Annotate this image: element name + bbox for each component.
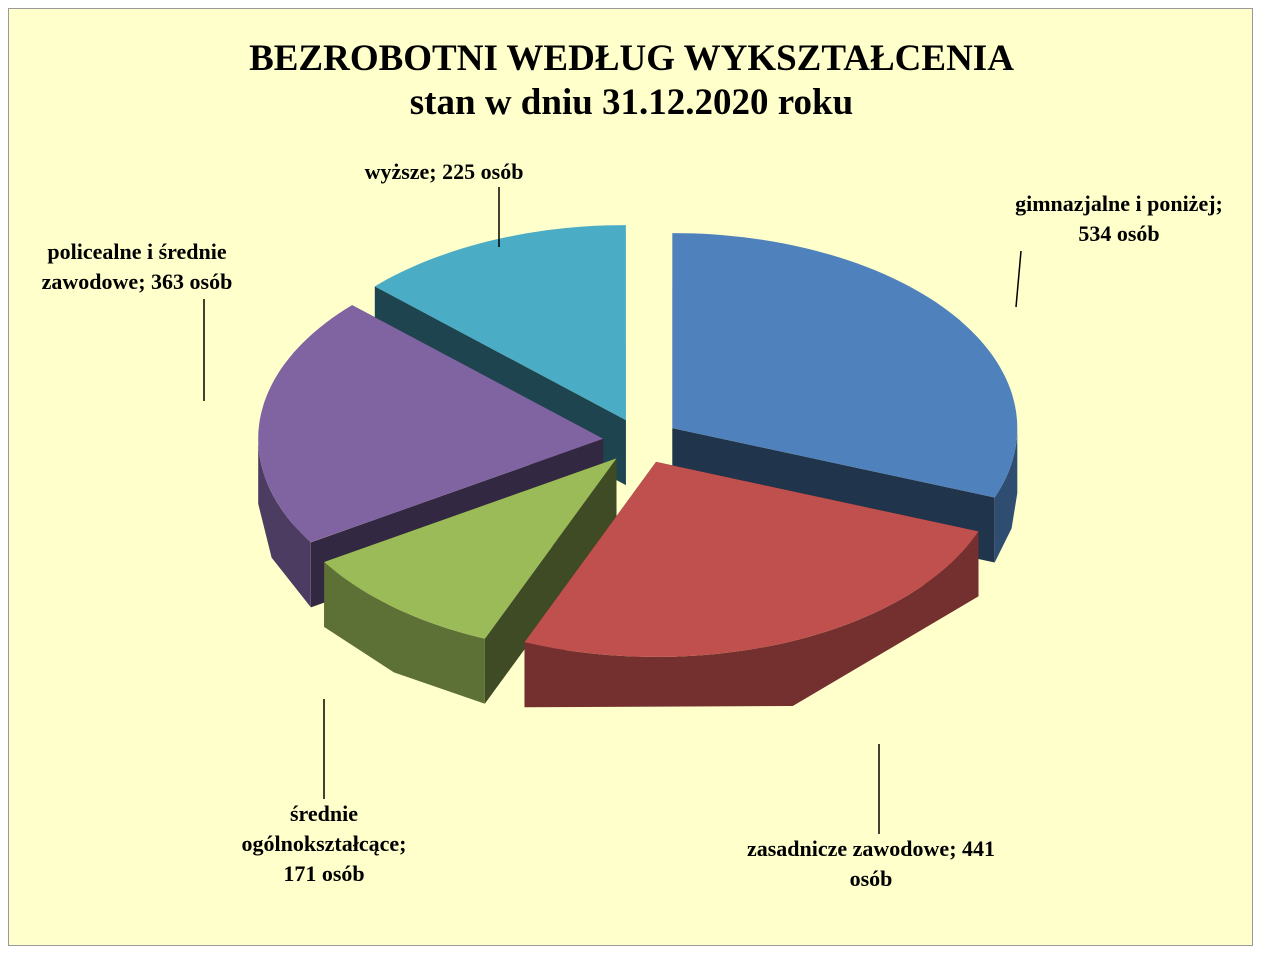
- data-label: gimnazjalne i poniżej; 534 osób: [1015, 191, 1223, 246]
- data-label: zasadnicze zawodowe; 441 osób: [746, 836, 996, 891]
- slice: [258, 305, 604, 543]
- slice-wall: [324, 562, 485, 704]
- leader-line: [1015, 250, 1022, 308]
- slice-wall: [258, 438, 311, 608]
- chart-title: BEZROBOTNI WEDŁUG WYKSZTAŁCENIA: [249, 38, 1014, 79]
- pie-canvas: [203, 187, 1022, 834]
- slice: [374, 225, 626, 421]
- slice-wall: [994, 428, 1018, 563]
- data-label: wyższe; 225 osób: [364, 159, 524, 184]
- slice: [672, 233, 1018, 498]
- chart-subtitle: stan w dniu 31.12.2020 roku: [409, 82, 854, 123]
- chart: BEZROBOTNI WEDŁUG WYKSZTAŁCENIA stan w d…: [8, 8, 1253, 946]
- data-label: policealne i średnie zawodowe; 363 osób: [41, 239, 233, 294]
- data-label: średnie ogólnokształcące; 171 osób: [241, 801, 407, 886]
- slice-wall: [524, 531, 979, 708]
- slice: [324, 458, 617, 639]
- slice: [524, 461, 979, 657]
